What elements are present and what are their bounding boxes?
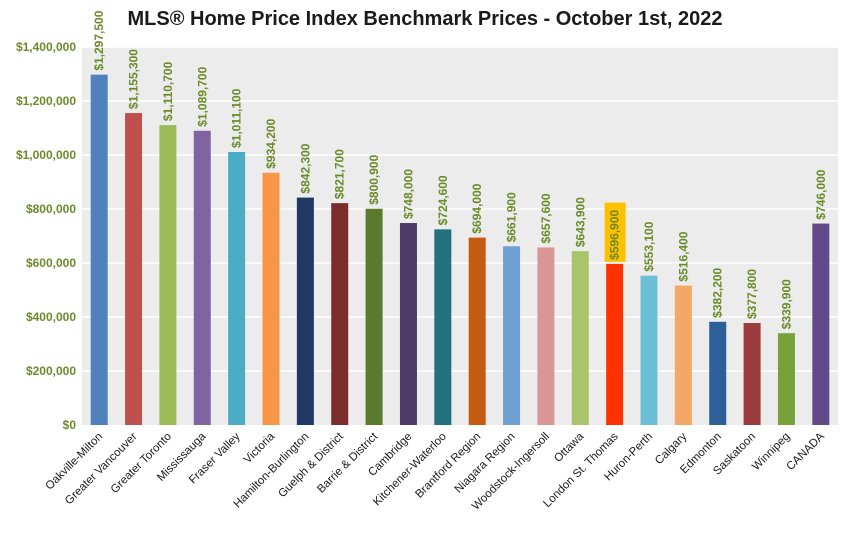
data-label: $657,600 (539, 193, 553, 243)
x-tick-label: Barrie & District (315, 430, 381, 496)
bar (296, 197, 314, 425)
bar (125, 113, 143, 425)
data-label: $596,900 (608, 209, 622, 259)
data-label: $746,000 (814, 169, 828, 219)
data-label: $1,011,100 (230, 88, 244, 148)
bar (468, 237, 486, 425)
bar (640, 275, 658, 425)
y-tick-label: $1,000,000 (16, 148, 76, 162)
data-label: $377,800 (745, 269, 759, 319)
y-tick-label: $1,400,000 (16, 40, 76, 54)
y-tick-label: $1,200,000 (16, 94, 76, 108)
x-tick-label: Oakville-Milton (43, 431, 105, 493)
data-label: $643,900 (573, 197, 587, 247)
data-labels: $1,297,500 $1,155,300 $1,110,700 $1,089,700… (92, 10, 828, 329)
y-tick-label: $400,000 (26, 310, 76, 324)
bar (262, 172, 280, 425)
bar (503, 246, 521, 425)
y-axis: $0 $200,000 $400,000 $600,000 $800,000 $1,000… (16, 40, 76, 432)
bar (709, 321, 727, 425)
data-label: $748,000 (401, 169, 415, 219)
data-label: $661,900 (505, 192, 519, 242)
bar (331, 203, 349, 425)
bar (193, 130, 211, 425)
bar (606, 263, 624, 425)
bar (399, 223, 417, 425)
y-tick-label: $0 (63, 418, 77, 432)
data-label: $724,600 (436, 175, 450, 225)
bar (674, 285, 692, 425)
data-label: $800,900 (367, 154, 381, 204)
bar (743, 322, 761, 425)
y-tick-label: $800,000 (26, 202, 76, 216)
bar (90, 74, 108, 426)
y-tick-label: $200,000 (26, 364, 76, 378)
data-label: $1,297,500 (92, 10, 106, 70)
data-label: $339,900 (779, 279, 793, 329)
bar (571, 251, 589, 425)
data-label: $1,110,700 (161, 61, 175, 121)
data-label: $1,155,300 (127, 49, 141, 109)
x-tick-label: Niagara Region (453, 431, 518, 496)
bar (777, 333, 795, 425)
data-label-highlight (604, 202, 626, 262)
data-label: $382,200 (711, 267, 725, 317)
x-tick-label: CANADA (785, 430, 828, 473)
bars (90, 74, 830, 426)
data-label: $821,700 (333, 149, 347, 199)
x-tick-label: Ottawa (552, 430, 587, 465)
data-label: $694,000 (470, 183, 484, 233)
data-label: $553,100 (642, 221, 656, 271)
bar (228, 152, 246, 426)
data-label: $516,400 (676, 231, 690, 281)
data-label: $934,200 (264, 118, 278, 168)
bar (365, 208, 383, 425)
data-label: $842,300 (298, 143, 312, 193)
bar (537, 247, 555, 425)
y-tick-label: $600,000 (26, 256, 76, 270)
chart-title: MLS® Home Price Index Benchmark Prices -… (128, 8, 723, 30)
bar (812, 223, 830, 425)
data-label: $1,089,700 (195, 66, 209, 126)
x-tick-label: Greater Toronto (109, 431, 174, 496)
bar (434, 229, 452, 425)
bar (159, 125, 177, 426)
